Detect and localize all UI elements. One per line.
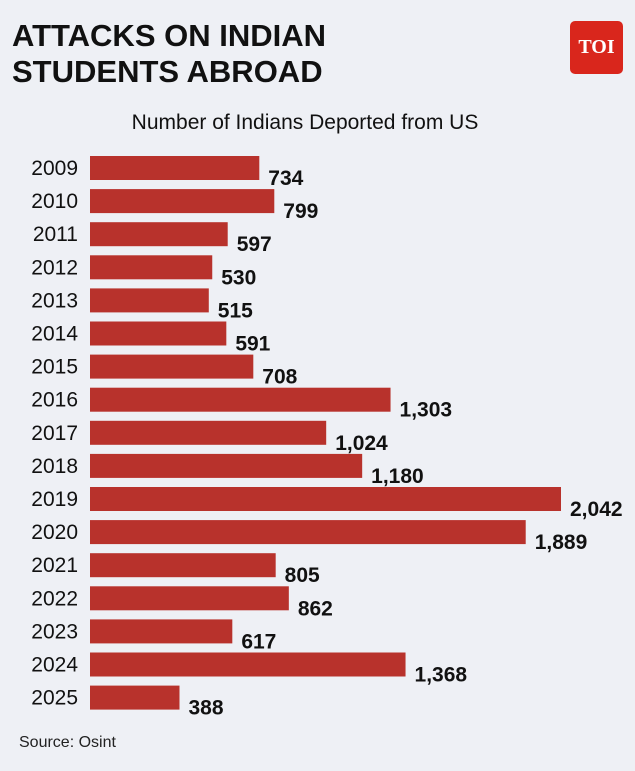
- chart-subtitle: Number of Indians Deported from US: [131, 111, 479, 134]
- year-label-2019: 2019: [31, 488, 78, 511]
- value-label-2013: 515: [218, 299, 253, 322]
- bar-2014: [90, 321, 227, 346]
- year-label-2013: 2013: [31, 289, 78, 312]
- year-label-2017: 2017: [31, 422, 78, 445]
- value-label-2018: 1,180: [371, 465, 424, 488]
- bar-2016: [90, 387, 391, 412]
- year-label-2012: 2012: [31, 256, 78, 279]
- value-label-2009: 734: [268, 167, 303, 190]
- year-label-2020: 2020: [31, 521, 78, 544]
- value-label-2015: 708: [262, 366, 297, 389]
- bar-2021: [90, 553, 276, 578]
- value-label-2024: 1,368: [415, 664, 468, 687]
- bar-2012: [90, 255, 213, 280]
- value-label-2025: 388: [188, 697, 223, 720]
- year-label-2021: 2021: [31, 554, 78, 577]
- bar-2013: [90, 288, 209, 313]
- year-label-2025: 2025: [31, 687, 78, 710]
- bar-2022: [90, 586, 289, 611]
- year-label-2010: 2010: [31, 190, 78, 213]
- year-label-2023: 2023: [31, 620, 78, 643]
- source-note: Source: Osint: [19, 734, 116, 751]
- value-label-2014: 591: [235, 333, 270, 356]
- bar-2020: [90, 520, 526, 545]
- value-label-2017: 1,024: [335, 432, 388, 455]
- value-label-2010: 799: [283, 200, 318, 223]
- year-label-2014: 2014: [31, 323, 78, 346]
- value-label-2022: 862: [298, 597, 333, 620]
- value-label-2021: 805: [285, 564, 320, 587]
- bar-2009: [90, 156, 260, 180]
- value-label-2020: 1,889: [535, 531, 588, 554]
- year-label-2018: 2018: [31, 455, 78, 478]
- year-label-2024: 2024: [31, 654, 78, 677]
- toi-logo: TOI: [570, 21, 623, 74]
- value-label-2023: 617: [241, 630, 276, 653]
- bar-2010: [90, 189, 275, 214]
- bar-2011: [90, 222, 228, 247]
- year-label-2011: 2011: [33, 223, 78, 246]
- bar-2019: [90, 487, 561, 511]
- bar-2015: [90, 354, 254, 379]
- value-label-2011: 597: [237, 233, 272, 256]
- bar-2023: [90, 619, 233, 644]
- bar-2025: [90, 685, 180, 710]
- value-label-2012: 530: [221, 266, 256, 289]
- chart-title: ATTACKS ON INDIAN STUDENTS ABROAD: [12, 18, 326, 89]
- bar-2017: [90, 420, 327, 445]
- value-label-2019: 2,042: [570, 498, 623, 521]
- year-label-2009: 2009: [31, 157, 78, 180]
- year-label-2022: 2022: [31, 587, 78, 610]
- value-label-2016: 1,303: [400, 399, 453, 422]
- year-label-2015: 2015: [31, 356, 78, 379]
- bar-2024: [90, 652, 406, 677]
- bar-2018: [90, 453, 363, 478]
- year-label-2016: 2016: [31, 389, 78, 412]
